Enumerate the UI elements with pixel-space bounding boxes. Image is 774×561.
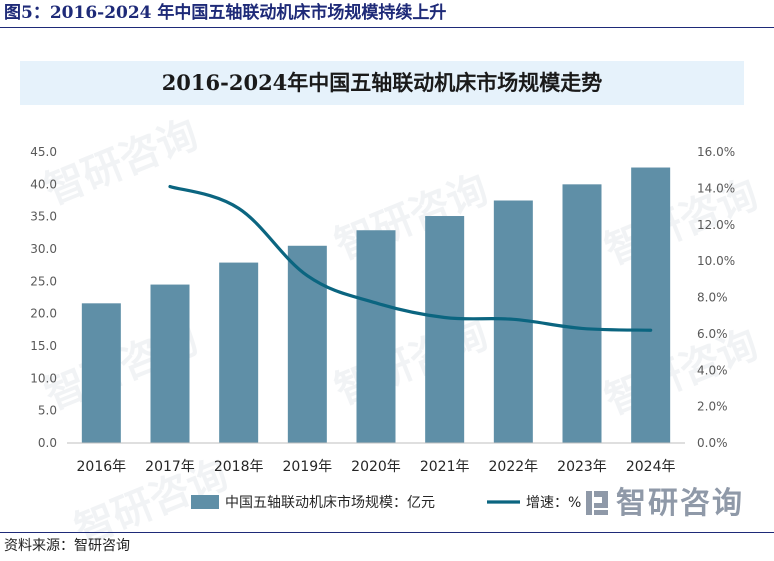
y-right-tick-label: 2.0% [697, 400, 728, 414]
legend-swatch-bar [191, 495, 219, 509]
legend-label-bar: 中国五轴联动机床市场规模：亿元 [225, 494, 435, 511]
x-tick-label: 2021年 [420, 459, 470, 475]
bar [356, 230, 396, 443]
y-right-tick-label: 8.0% [697, 291, 728, 305]
source-note: 资料来源：智研咨询 [0, 532, 774, 561]
x-tick-label: 2023年 [557, 459, 607, 475]
y-left-tick-label: 5.0 [38, 404, 57, 418]
y-left-tick-label: 45.0 [30, 145, 57, 159]
y-left-tick-label: 35.0 [30, 210, 57, 224]
x-tick-label: 2020年 [351, 459, 401, 475]
brand-mark-icon [586, 491, 608, 515]
y-left-tick-label: 10.0 [30, 371, 57, 385]
x-tick-label: 2024年 [626, 459, 676, 475]
brand-logo: 智研咨询 [584, 478, 744, 522]
y-right-tick-label: 0.0% [697, 436, 728, 450]
y-right-tick-label: 14.0% [697, 181, 735, 195]
figure-title: 图5：2016-2024 年中国五轴联动机床市场规模持续上升 [0, 0, 774, 28]
growth-rate-line [168, 184, 653, 332]
x-tick-label: 2022年 [489, 459, 539, 475]
y-right-tick-label: 4.0% [697, 363, 728, 377]
bar [287, 245, 327, 443]
y-right-tick-label: 6.0% [697, 327, 728, 341]
bar [150, 284, 190, 443]
y-left-tick-label: 25.0 [30, 274, 57, 288]
bar [219, 262, 259, 443]
x-tick-label: 2017年 [145, 459, 195, 475]
y-left-tick-label: 30.0 [30, 242, 57, 256]
y-left-tick-label: 20.0 [30, 307, 57, 321]
x-tick-label: 2019年 [283, 459, 333, 475]
x-tick-label: 2018年 [214, 459, 264, 475]
y-right-tick-label: 12.0% [697, 218, 735, 232]
y-left-tick-label: 40.0 [30, 177, 57, 191]
legend-label-line: 增速：% [526, 495, 581, 511]
bar [562, 184, 602, 444]
bar [81, 303, 121, 443]
x-tick-label: 2016年 [77, 459, 127, 475]
brand-text: 智研咨询 [616, 486, 744, 521]
bar [425, 216, 465, 443]
y-left-tick-label: 15.0 [30, 339, 57, 353]
chart-title: 2016-2024年中国五轴联动机床市场规模走势 [20, 61, 744, 105]
bar [631, 167, 671, 443]
y-right-tick-label: 16.0% [697, 145, 735, 159]
y-right-tick-label: 10.0% [697, 254, 735, 268]
y-left-tick-label: 0.0 [38, 436, 57, 450]
